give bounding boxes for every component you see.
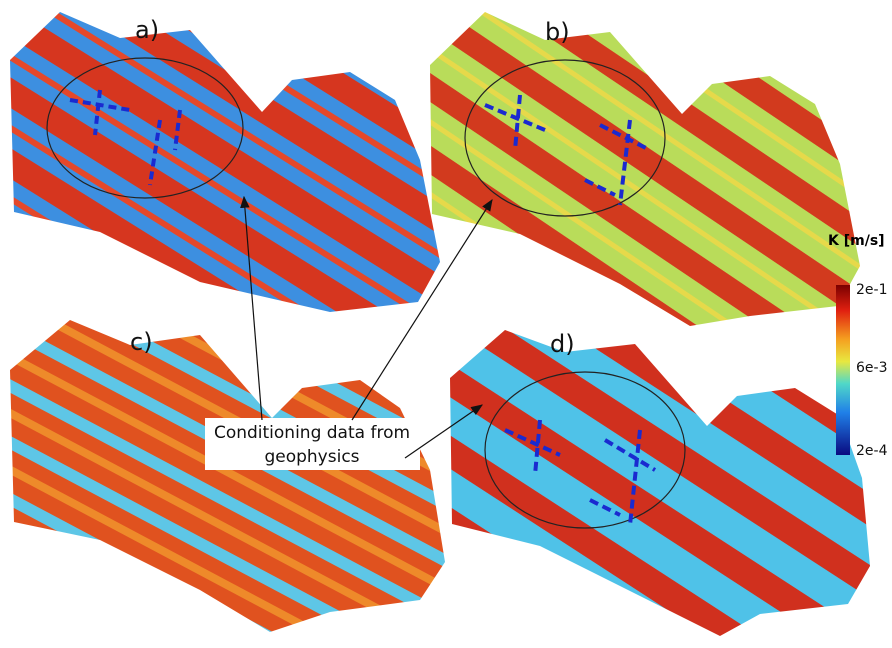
panel-label: c) [130, 328, 153, 356]
panel-b: b) [430, 12, 860, 326]
panel-label: d) [550, 330, 575, 358]
panel-c: c) [10, 320, 445, 632]
panel-label: a) [135, 16, 159, 44]
panel-d: d) [450, 330, 870, 636]
panel-label: b) [545, 18, 570, 46]
annotation-line: Conditioning data from [214, 423, 410, 443]
colorbar-title: K [m/s] [828, 233, 885, 249]
colorbar-scale [836, 285, 850, 455]
figure: a) b) c) d) Conditioning data from geoph… [0, 0, 892, 648]
annotation-line: geophysics [264, 447, 359, 467]
colorbar-label: 2e-4 [856, 443, 888, 459]
colorbar-label: 6e-3 [856, 360, 887, 376]
panel-a: a) [10, 12, 440, 312]
colorbar-label: 2e-1 [856, 282, 887, 298]
